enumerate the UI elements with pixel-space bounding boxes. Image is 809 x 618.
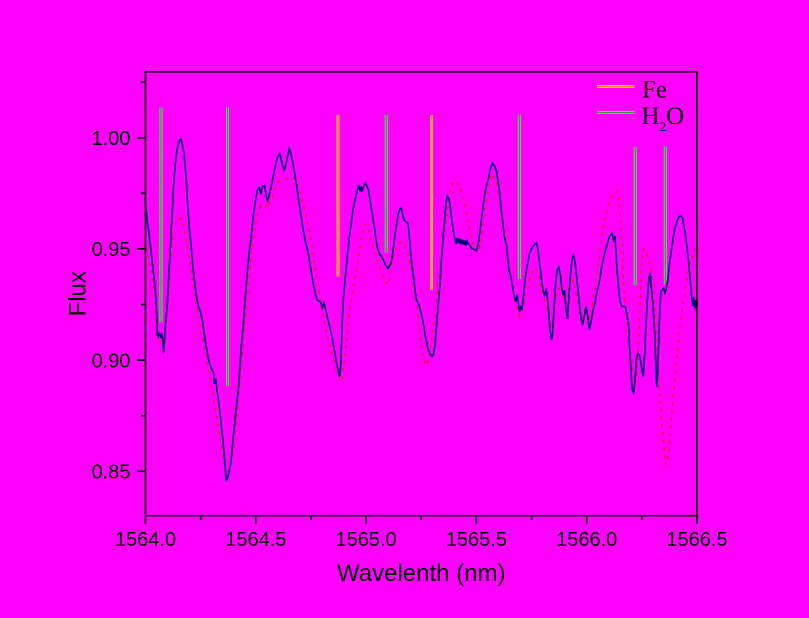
svg-text:1566.5: 1566.5	[666, 529, 727, 551]
svg-text:1566.0: 1566.0	[556, 529, 617, 551]
svg-text:1564.5: 1564.5	[225, 529, 286, 551]
svg-text:Wavelenth (nm): Wavelenth (nm)	[337, 560, 506, 587]
svg-text:Flux: Flux	[65, 271, 92, 316]
svg-text:0.95: 0.95	[92, 239, 131, 261]
svg-text:1.00: 1.00	[92, 128, 131, 150]
svg-text:0.85: 0.85	[92, 462, 131, 484]
svg-text:H2O: H2O	[642, 103, 685, 134]
svg-text:0.90: 0.90	[92, 350, 131, 372]
svg-text:1565.0: 1565.0	[336, 529, 397, 551]
svg-text:Fe: Fe	[642, 77, 667, 104]
svg-text:1564.0: 1564.0	[115, 529, 176, 551]
svg-text:1565.5: 1565.5	[446, 529, 507, 551]
